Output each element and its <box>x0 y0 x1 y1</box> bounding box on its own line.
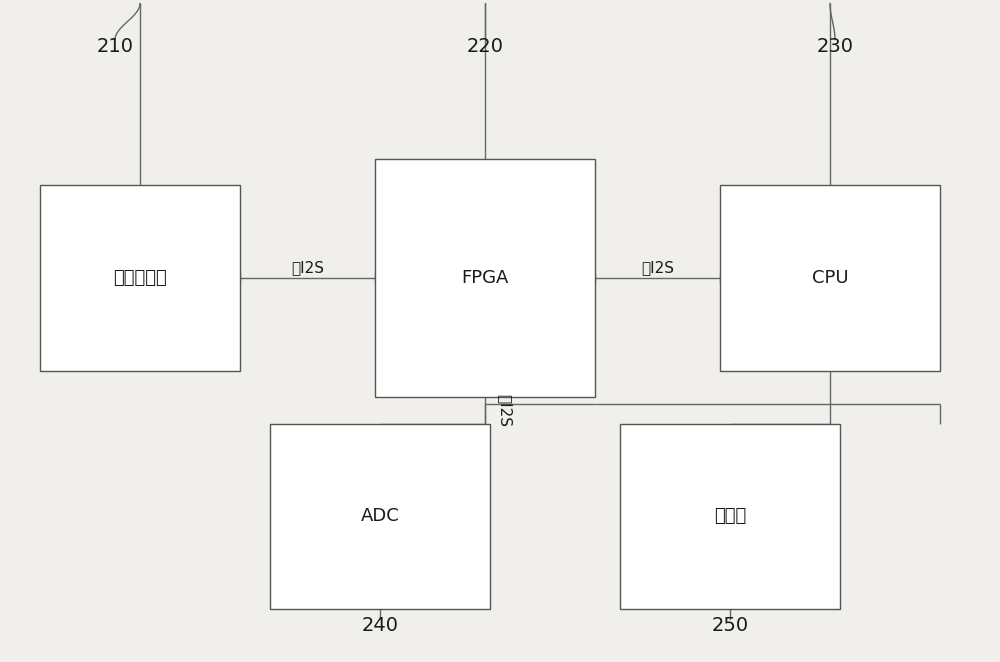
Text: CPU: CPU <box>812 269 848 287</box>
Text: 240: 240 <box>362 616 398 635</box>
Bar <box>620 424 840 609</box>
Text: 210: 210 <box>96 37 134 56</box>
Text: 250: 250 <box>711 616 749 635</box>
Text: 230: 230 <box>816 37 854 56</box>
Bar <box>720 185 940 371</box>
Bar <box>40 185 240 371</box>
Bar <box>375 159 595 397</box>
Text: 子I2S: 子I2S <box>291 260 324 275</box>
Text: 主I2S: 主I2S <box>641 260 674 275</box>
Text: 扬声器: 扬声器 <box>714 507 746 526</box>
Text: 麦克风阵列: 麦克风阵列 <box>113 269 167 287</box>
Text: 220: 220 <box>466 37 504 56</box>
Text: 子I2S: 子I2S <box>497 394 512 427</box>
Bar <box>270 424 490 609</box>
Text: FPGA: FPGA <box>461 269 509 287</box>
Text: ADC: ADC <box>361 507 399 526</box>
